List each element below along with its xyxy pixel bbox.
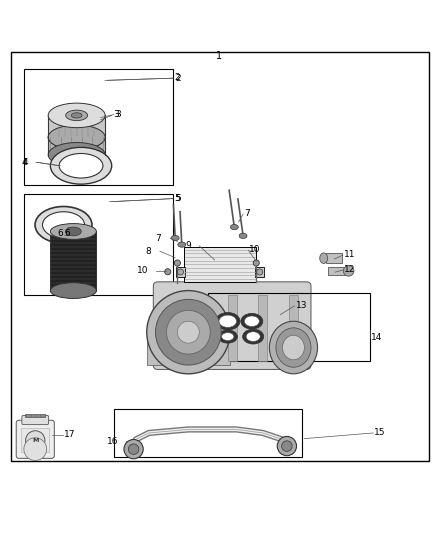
Ellipse shape — [50, 223, 96, 239]
Bar — [258, 295, 267, 361]
Ellipse shape — [215, 312, 240, 330]
Ellipse shape — [65, 227, 81, 236]
Ellipse shape — [243, 329, 264, 344]
Ellipse shape — [128, 444, 139, 455]
Text: 13: 13 — [296, 301, 307, 310]
Bar — [25, 414, 45, 417]
Ellipse shape — [48, 125, 105, 150]
Text: 16: 16 — [107, 437, 118, 446]
Ellipse shape — [50, 282, 96, 298]
Text: 9: 9 — [186, 241, 191, 250]
Text: 2: 2 — [174, 73, 180, 82]
Bar — [255, 266, 264, 278]
Ellipse shape — [241, 313, 263, 329]
Ellipse shape — [174, 260, 180, 266]
FancyBboxPatch shape — [153, 282, 311, 369]
Text: 5: 5 — [174, 193, 180, 203]
Text: 6: 6 — [64, 229, 70, 238]
Ellipse shape — [218, 330, 237, 343]
Text: 1: 1 — [216, 51, 222, 61]
Ellipse shape — [71, 113, 82, 118]
Ellipse shape — [282, 441, 292, 451]
Text: 3: 3 — [113, 110, 119, 119]
Ellipse shape — [166, 310, 210, 354]
Text: 10: 10 — [249, 245, 261, 254]
Bar — [328, 266, 345, 275]
Ellipse shape — [269, 321, 318, 374]
Text: 3: 3 — [115, 110, 121, 119]
Ellipse shape — [50, 147, 112, 184]
Text: 15: 15 — [374, 428, 385, 437]
Bar — [184, 247, 256, 282]
Bar — [208, 293, 370, 361]
Text: 4: 4 — [22, 158, 28, 167]
Text: 10: 10 — [137, 266, 148, 276]
Ellipse shape — [42, 212, 85, 238]
Ellipse shape — [24, 438, 46, 461]
Ellipse shape — [177, 321, 199, 343]
Bar — [228, 295, 237, 361]
Ellipse shape — [25, 431, 45, 450]
Ellipse shape — [257, 269, 263, 275]
Ellipse shape — [177, 269, 184, 275]
Bar — [21, 428, 49, 452]
Ellipse shape — [48, 142, 105, 167]
Ellipse shape — [343, 265, 354, 276]
FancyBboxPatch shape — [16, 420, 54, 458]
Text: M: M — [32, 438, 39, 443]
Ellipse shape — [48, 125, 105, 150]
Ellipse shape — [66, 110, 88, 120]
Bar — [176, 266, 185, 278]
Bar — [326, 253, 342, 263]
Ellipse shape — [244, 316, 259, 327]
Bar — [147, 328, 230, 365]
Text: 5: 5 — [175, 194, 181, 203]
Text: 17: 17 — [64, 430, 75, 439]
Ellipse shape — [124, 440, 143, 459]
Ellipse shape — [219, 315, 237, 327]
Ellipse shape — [320, 253, 328, 263]
Ellipse shape — [35, 206, 92, 243]
Bar — [114, 409, 302, 457]
Ellipse shape — [276, 328, 311, 367]
Ellipse shape — [283, 335, 304, 360]
Text: 11: 11 — [344, 250, 355, 259]
Text: 7: 7 — [244, 209, 250, 218]
Text: 4: 4 — [23, 158, 28, 167]
Text: 7: 7 — [155, 233, 161, 243]
Bar — [289, 295, 298, 361]
Ellipse shape — [230, 224, 238, 230]
Bar — [50, 231, 96, 290]
Ellipse shape — [147, 290, 230, 374]
Text: 8: 8 — [146, 247, 152, 256]
Ellipse shape — [171, 236, 179, 241]
Bar — [24, 194, 173, 295]
Ellipse shape — [59, 154, 103, 178]
Ellipse shape — [253, 260, 259, 266]
Text: 14: 14 — [371, 334, 382, 342]
Text: 2: 2 — [175, 74, 181, 83]
Ellipse shape — [277, 437, 297, 456]
FancyBboxPatch shape — [22, 415, 49, 425]
Ellipse shape — [165, 269, 171, 275]
Ellipse shape — [48, 103, 105, 128]
Ellipse shape — [246, 332, 260, 342]
Text: 6: 6 — [58, 229, 64, 238]
Bar — [24, 69, 173, 185]
Text: 12: 12 — [344, 265, 355, 274]
Ellipse shape — [222, 333, 234, 341]
Ellipse shape — [155, 300, 221, 365]
Ellipse shape — [178, 242, 186, 247]
Ellipse shape — [239, 233, 247, 238]
